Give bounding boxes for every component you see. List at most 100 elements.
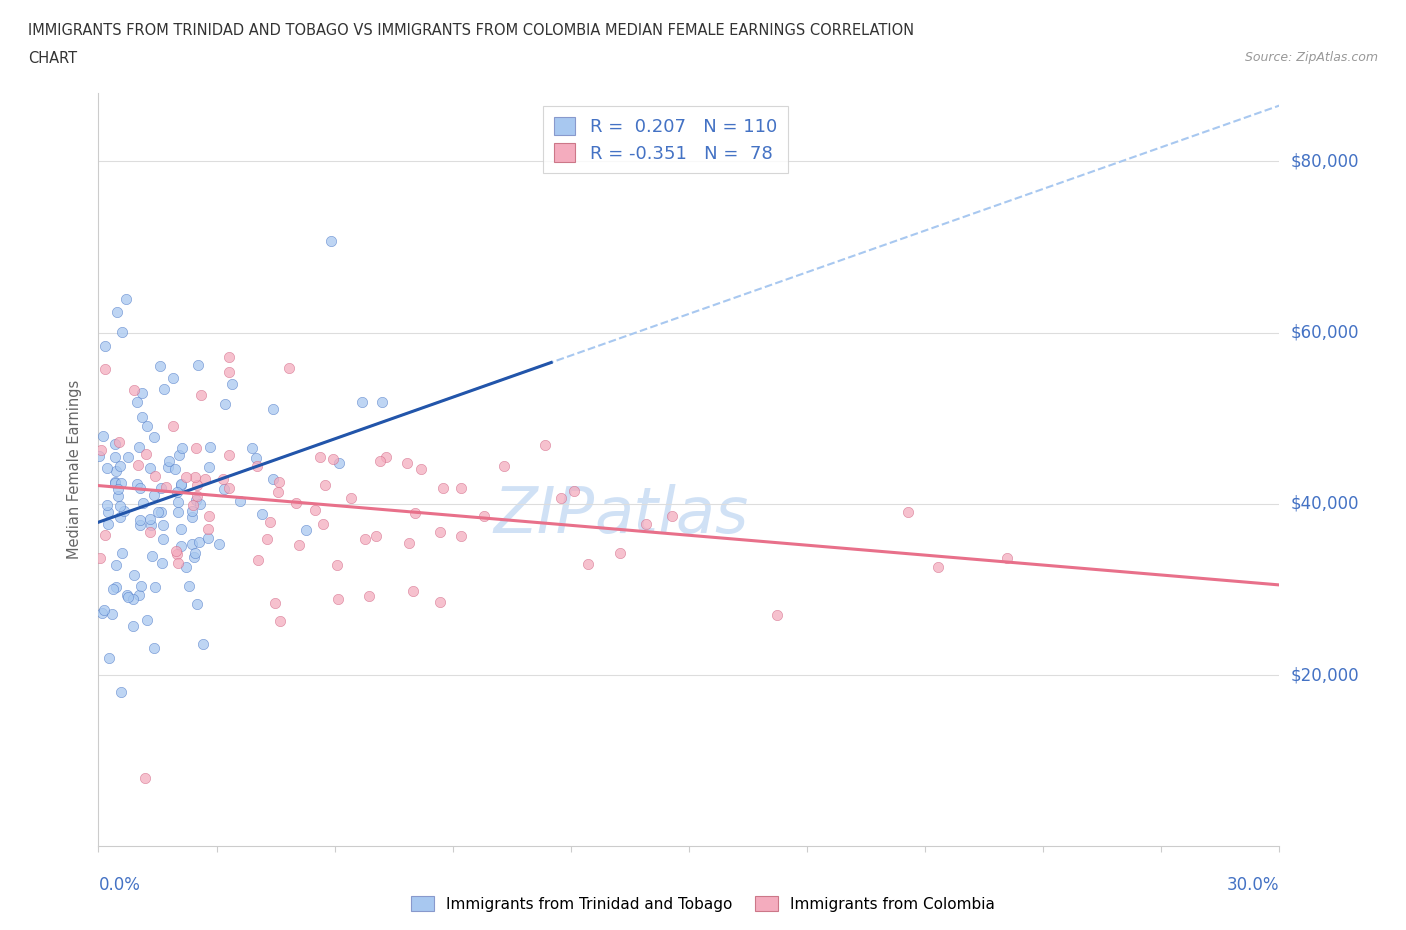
Point — [131, 386, 153, 401]
Point — [190, 388, 212, 403]
Point — [117, 588, 139, 603]
Point — [229, 494, 252, 509]
Point — [166, 485, 188, 499]
Point — [150, 481, 173, 496]
Point — [214, 396, 236, 411]
Point — [152, 531, 174, 546]
Point — [104, 450, 127, 465]
Point — [89, 551, 111, 565]
Point — [96, 460, 118, 475]
Text: $80,000: $80,000 — [1291, 153, 1360, 170]
Point — [194, 472, 217, 486]
Point — [107, 482, 129, 497]
Point — [117, 590, 139, 604]
Point — [198, 440, 221, 455]
Point — [186, 493, 208, 508]
Text: CHART: CHART — [28, 51, 77, 66]
Point — [429, 525, 451, 539]
Point — [157, 459, 180, 474]
Point — [145, 579, 167, 594]
Text: IMMIGRANTS FROM TRINIDAD AND TOBAGO VS IMMIGRANTS FROM COLOMBIA MEDIAN FEMALE EA: IMMIGRANTS FROM TRINIDAD AND TOBAGO VS I… — [28, 23, 914, 38]
Point — [533, 438, 555, 453]
Point — [350, 394, 373, 409]
Point — [165, 543, 187, 558]
Point — [250, 507, 273, 522]
Point — [110, 475, 132, 490]
Point — [212, 472, 235, 486]
Point — [104, 436, 127, 451]
Point — [191, 636, 214, 651]
Point — [374, 450, 396, 465]
Text: $60,000: $60,000 — [1291, 324, 1360, 341]
Point — [609, 545, 631, 560]
Point — [181, 537, 204, 551]
Point — [183, 470, 205, 485]
Point — [96, 498, 118, 512]
Point — [152, 517, 174, 532]
Point — [122, 618, 145, 633]
Point — [312, 517, 335, 532]
Point — [186, 489, 208, 504]
Point — [188, 535, 211, 550]
Point — [180, 509, 202, 524]
Point — [429, 594, 451, 609]
Point — [101, 582, 124, 597]
Point — [328, 591, 350, 606]
Point — [409, 462, 432, 477]
Point — [264, 595, 287, 610]
Point — [91, 429, 114, 444]
Point — [221, 377, 243, 392]
Point — [93, 603, 115, 618]
Point — [163, 461, 186, 476]
Point — [432, 481, 454, 496]
Point — [149, 358, 172, 373]
Point — [295, 522, 318, 537]
Point — [322, 452, 344, 467]
Point — [256, 531, 278, 546]
Point — [319, 233, 342, 248]
Point — [304, 502, 326, 517]
Point — [105, 463, 128, 478]
Point — [110, 684, 132, 699]
Point — [108, 510, 131, 525]
Point — [240, 440, 263, 455]
Point — [450, 481, 472, 496]
Point — [150, 556, 173, 571]
Point — [170, 441, 193, 456]
Point — [94, 361, 117, 376]
Point — [212, 482, 235, 497]
Point — [148, 504, 170, 519]
Point — [166, 546, 188, 561]
Point — [167, 495, 190, 510]
Point — [167, 505, 190, 520]
Point — [184, 546, 207, 561]
Point — [208, 537, 231, 551]
Point — [108, 458, 131, 473]
Point — [266, 485, 288, 499]
Point — [309, 450, 332, 465]
Text: $20,000: $20,000 — [1291, 666, 1360, 684]
Point — [314, 477, 336, 492]
Point — [97, 651, 120, 666]
Point — [186, 596, 208, 611]
Point — [139, 525, 162, 539]
Point — [246, 552, 269, 567]
Point — [131, 410, 153, 425]
Point — [995, 551, 1018, 565]
Point — [90, 443, 112, 458]
Point — [111, 325, 134, 339]
Point — [562, 484, 585, 498]
Point — [661, 508, 683, 523]
Point — [197, 530, 219, 545]
Point — [104, 476, 127, 491]
Point — [186, 478, 208, 493]
Point — [218, 350, 240, 365]
Point — [97, 505, 120, 520]
Point — [128, 512, 150, 527]
Point — [139, 512, 162, 526]
Point — [143, 487, 166, 502]
Point — [197, 509, 219, 524]
Point — [267, 474, 290, 489]
Point — [326, 557, 349, 572]
Point — [287, 538, 309, 552]
